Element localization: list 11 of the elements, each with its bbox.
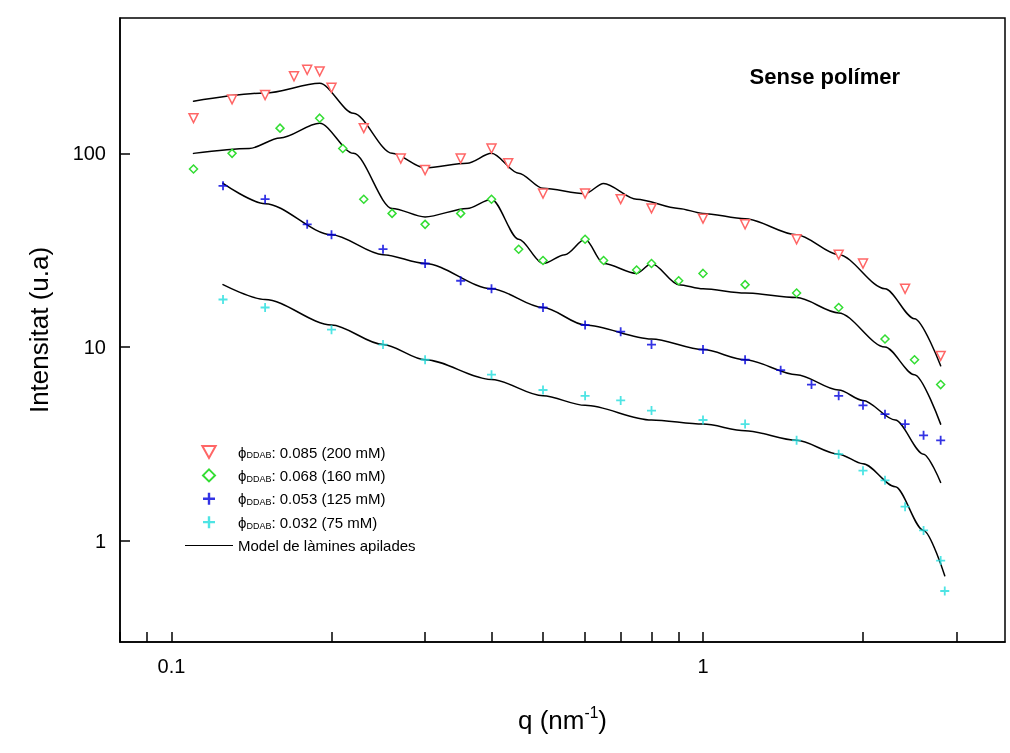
legend-label: ϕDDAB: 0.085 (200 mM) bbox=[238, 443, 386, 461]
text: Sense polímer bbox=[749, 63, 901, 89]
legend-label: Model de làmines apilades bbox=[238, 537, 416, 554]
y-axis-title: Intensitat (u.a) bbox=[24, 246, 54, 414]
legend-label: ϕDDAB: 0.053 (125 mM) bbox=[238, 490, 386, 508]
legend-label: ϕDDAB: 0.068 (160 mM) bbox=[238, 466, 386, 484]
y-tick-label: 1 bbox=[94, 529, 106, 552]
legend-label: ϕDDAB: 0.032 (75 mM) bbox=[238, 513, 378, 531]
y-tick-label: 10 bbox=[83, 336, 106, 359]
x-tick-label: 0.1 bbox=[157, 655, 186, 677]
y-tick-label: 100 bbox=[72, 142, 106, 165]
